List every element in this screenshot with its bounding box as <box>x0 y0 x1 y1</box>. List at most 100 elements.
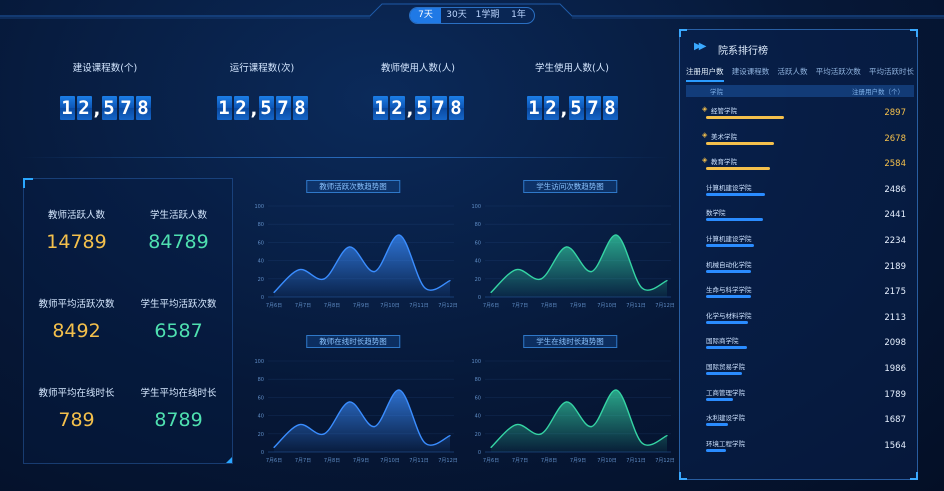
kpi-comma: , <box>250 99 258 120</box>
trend-chart: 0 20 40 60 80 100 7月6日 7月7日 7月8日 7月9日 7月10日 7月11日 7月… <box>461 180 679 320</box>
stat-value: 14789 <box>46 231 107 253</box>
ranking-tab[interactable]: 平均活跃时长 <box>869 67 914 76</box>
ranking-row: 化学与材料学院 2113 <box>686 310 914 335</box>
stat-value: 789 <box>58 409 95 431</box>
ranking-value: 1687 <box>884 415 906 426</box>
data-point <box>373 270 376 273</box>
data-point <box>399 234 401 236</box>
x-tick-label: 7月12日 <box>655 458 675 464</box>
x-tick-label: 7月8日 <box>541 303 557 309</box>
data-point <box>641 287 643 289</box>
college-name: 机械自动化学院 <box>706 260 752 269</box>
y-tick-label: 80 <box>475 222 481 228</box>
top-frame-decoration <box>0 3 944 19</box>
panel-corner <box>679 29 687 37</box>
ranking-tab[interactable]: 注册用户数 <box>686 66 724 82</box>
college-name: 国际商学院 <box>706 337 739 346</box>
x-tick-label: 7月6日 <box>483 303 499 309</box>
panel-corner <box>226 457 232 463</box>
stat-label: 学生平均在线时长 <box>140 388 217 399</box>
data-point <box>565 246 568 248</box>
time-tab[interactable]: 1学期 <box>475 10 500 20</box>
series-line <box>273 389 451 448</box>
college-name: 国际贸易学院 <box>706 363 745 371</box>
activity-stats-panel: 教师活跃人数 14789 学生活跃人数 84789 教师平均活跃次数 8492 学生平均活跃… <box>23 178 233 464</box>
y-tick-label: 0 <box>261 450 264 456</box>
college-name: 教育学院 <box>711 158 737 167</box>
ranking-row: ◈ 美术学院 2678 <box>686 131 914 156</box>
series-line <box>490 389 668 448</box>
x-tick-label: 7月12日 <box>438 303 458 309</box>
data-point <box>323 278 325 280</box>
x-tick-label: 7月7日 <box>295 458 311 464</box>
stat-card: 教师平均在线时长 789 <box>24 385 129 431</box>
college-name: 生命与科学学院 <box>706 286 752 295</box>
ranking-bar <box>706 167 770 171</box>
chart-svg: 0 20 40 60 80 100 7月6日 7月7日 7月8日 7月9日 7月10日 7月11日 7月… <box>471 359 675 464</box>
time-tab[interactable]: 30天 <box>446 10 467 20</box>
ranking-bar <box>706 423 729 427</box>
y-tick-label: 80 <box>475 377 481 383</box>
kpi-digit: 2 <box>389 96 405 120</box>
data-point <box>590 425 593 428</box>
ranking-row: 工商管理学院 1789 <box>686 387 914 412</box>
data-point <box>490 291 492 294</box>
medal-icon: ◈ <box>702 130 708 139</box>
x-tick-label: 7月11日 <box>409 303 429 309</box>
kpi-digit: 8 <box>448 96 464 120</box>
trend-chart: 0 20 40 60 80 100 7月6日 7月7日 7月8日 7月9日 7月10日 7月11日 7月… <box>244 335 462 475</box>
chart-title: 学生在线时长趋势图 <box>523 335 617 348</box>
data-point <box>323 433 325 435</box>
y-tick-label: 100 <box>471 359 481 365</box>
data-point <box>348 401 351 403</box>
stat-card: 学生平均在线时长 8789 <box>126 385 231 431</box>
ranking-bar <box>706 372 743 375</box>
ranking-tab[interactable]: 平均活跃次数 <box>815 67 861 76</box>
time-tab[interactable]: 1年 <box>511 10 526 20</box>
kpi-digit: 8 <box>135 96 151 120</box>
kpi-comma: , <box>560 99 568 120</box>
ranking-header: 学院 注册用户数（个） <box>686 85 914 97</box>
ranking-bar <box>706 295 751 299</box>
chart-title: 学生访问次数趋势图 <box>523 180 617 193</box>
y-tick-label: 0 <box>261 295 264 301</box>
data-point <box>449 280 451 282</box>
ranking-value: 2113 <box>884 312 906 323</box>
x-tick-label: 7月9日 <box>570 458 586 464</box>
stat-card: 学生平均活跃次数 6587 <box>126 296 231 342</box>
stat-label: 学生活跃人数 <box>149 210 207 221</box>
x-tick-label: 7月6日 <box>483 458 499 464</box>
kpi-digit: 5 <box>568 96 584 120</box>
kpi-digit: 2 <box>543 96 559 120</box>
kpi-card: 教师使用人数(人) 1 2, 5 7 8 <box>343 60 493 120</box>
section-divider <box>20 157 670 158</box>
ranking-value: 1564 <box>884 440 906 451</box>
ranking-bar <box>706 397 734 401</box>
ranking-value: 2678 <box>884 133 906 144</box>
ranking-tab[interactable]: 活跃人数 <box>777 67 808 76</box>
chart-svg: 0 20 40 60 80 100 7月6日 7月7日 7月8日 7月9日 7月10日 7月11日 7月… <box>471 204 674 309</box>
data-point <box>666 435 668 437</box>
area-fill <box>274 389 450 452</box>
data-point <box>424 442 426 444</box>
y-tick-label: 100 <box>471 204 481 210</box>
kpi-label: 建设课程数(个) <box>72 63 138 74</box>
stat-label: 学生平均活跃次数 <box>140 299 217 310</box>
area-fill <box>491 389 667 452</box>
x-tick-label: 7月9日 <box>353 458 369 464</box>
ranking-row: 数学院 2441 <box>686 207 914 232</box>
time-tab[interactable]: 7天 <box>410 8 441 23</box>
y-tick-label: 80 <box>258 222 264 228</box>
y-tick-label: 0 <box>478 295 481 301</box>
stat-label: 教师平均在线时长 <box>38 388 115 399</box>
x-tick-label: 7月8日 <box>324 458 340 464</box>
stat-value: 6587 <box>154 320 203 342</box>
data-point <box>515 424 517 426</box>
college-name: 工商管理学院 <box>706 388 745 397</box>
kpi-label: 运行课程数(次) <box>229 63 295 74</box>
x-tick-label: 7月9日 <box>570 303 586 309</box>
x-tick-label: 7月7日 <box>512 303 528 309</box>
ranking-bar <box>706 116 784 119</box>
ranking-tab[interactable]: 建设课程数 <box>731 67 770 76</box>
